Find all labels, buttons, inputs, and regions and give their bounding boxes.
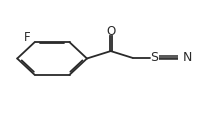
Text: F: F bbox=[24, 31, 31, 44]
Text: O: O bbox=[106, 25, 115, 38]
Text: N: N bbox=[182, 51, 192, 64]
Text: S: S bbox=[150, 51, 158, 64]
